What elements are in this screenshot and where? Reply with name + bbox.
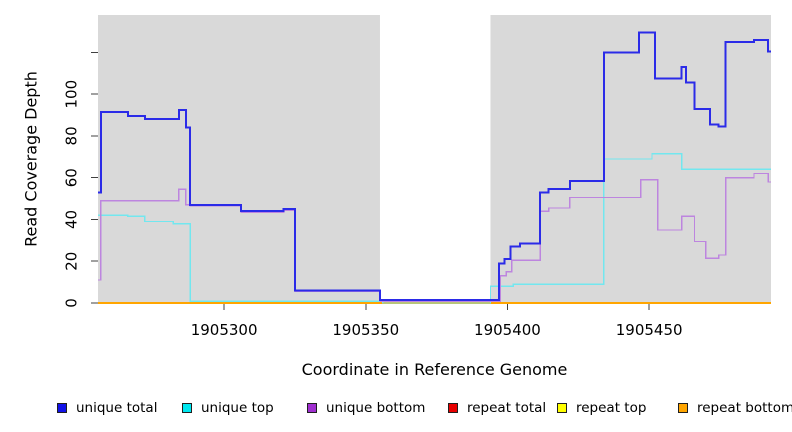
legend-label: unique bottom	[326, 400, 426, 416]
legend-item-unique-total: unique total	[57, 399, 157, 417]
x-tick-label: 1905300	[191, 321, 258, 339]
shaded-region	[98, 15, 380, 303]
repeat-total-swatch-icon	[448, 403, 458, 413]
unique-total-swatch-icon	[57, 403, 67, 413]
y-tick-label: 0	[63, 298, 81, 308]
legend-label: repeat total	[467, 400, 547, 416]
y-tick-label: 80	[63, 126, 81, 145]
legend-item-repeat-bottom: repeat bottom	[678, 399, 792, 417]
x-tick-label: 1905350	[332, 321, 399, 339]
legend-item-unique-top: unique top	[182, 399, 274, 417]
legend-label: unique top	[201, 400, 274, 416]
x-tick-label: 1905400	[474, 321, 541, 339]
unique-top-swatch-icon	[182, 403, 192, 413]
legend-item-repeat-total: repeat total	[448, 399, 546, 417]
chart-legend: unique total unique top unique bottom re…	[0, 399, 792, 419]
series-line-unique-total	[98, 31, 771, 301]
y-tick-label: 40	[63, 210, 81, 229]
coverage-chart: 1905300 1905350 1905400 1905450 0 20 40 60 80 100	[63, 15, 771, 339]
legend-label: repeat top	[576, 400, 647, 416]
x-tick-label: 1905450	[616, 321, 683, 339]
y-tick-label: 100	[63, 80, 81, 109]
y-axis-label: Read Coverage Depth	[21, 71, 41, 247]
repeat-bottom-swatch-icon	[678, 403, 688, 413]
x-axis-label: Coordinate in Reference Genome	[301, 360, 568, 379]
legend-label: repeat bottom	[697, 400, 792, 416]
legend-item-repeat-top: repeat top	[557, 399, 646, 417]
series-line-unique-top	[98, 153, 771, 304]
unique-bottom-swatch-icon	[307, 403, 317, 413]
y-tick-label: 60	[63, 168, 81, 187]
legend-item-unique-bottom: unique bottom	[307, 399, 425, 417]
legend-label: unique total	[76, 400, 158, 416]
repeat-top-swatch-icon	[557, 403, 567, 413]
y-tick-label: 20	[63, 252, 81, 271]
